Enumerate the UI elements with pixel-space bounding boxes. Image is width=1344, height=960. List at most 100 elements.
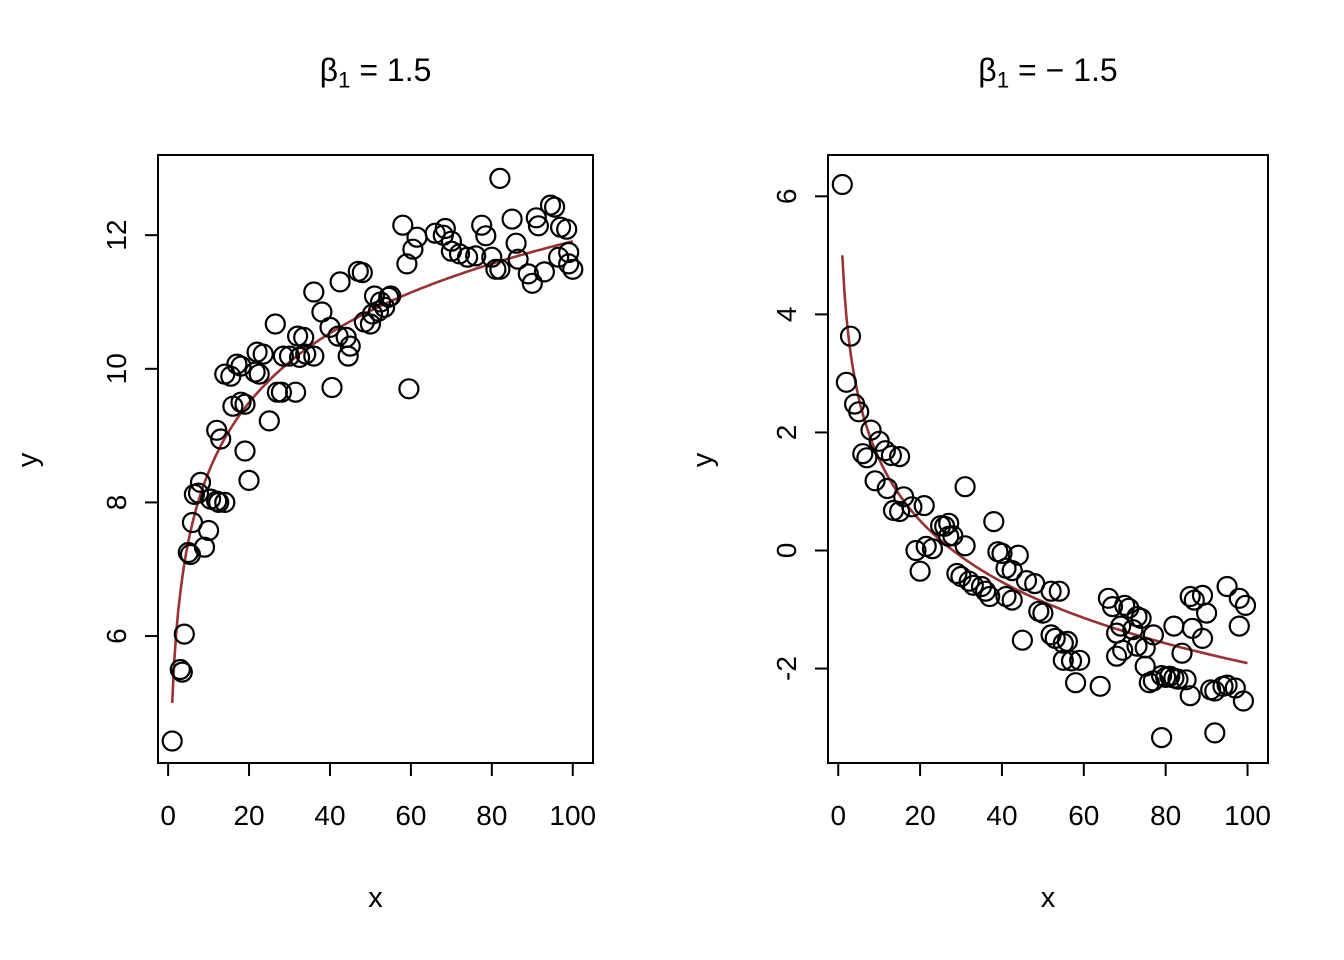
beta-symbol: β [319, 52, 338, 88]
data-point [329, 271, 351, 293]
data-point [921, 538, 944, 560]
x-tick-label: 40 [986, 800, 1017, 831]
data-point [1191, 627, 1214, 650]
data-point [517, 263, 539, 285]
x-tick-label: 80 [1150, 800, 1181, 831]
data-point [266, 381, 288, 403]
data-point [954, 535, 976, 557]
x-axis-label-left: x [368, 882, 383, 914]
data-point [396, 253, 418, 275]
y-tick-label: -2 [771, 656, 802, 681]
data-point [198, 519, 220, 542]
y-tick-label: 0 [771, 543, 802, 559]
data-point [507, 248, 529, 270]
data-point [533, 261, 556, 283]
data-point [248, 363, 270, 385]
data-point [1195, 602, 1218, 624]
data-point [1112, 639, 1134, 661]
panel-right: 0 20 40 60 80 100 -2 0 2 4 6 [771, 154, 1271, 831]
x-tick-label: 0 [160, 800, 176, 831]
data-point [1163, 615, 1185, 637]
x-tick-label: 100 [549, 800, 596, 831]
plot-title-left: β1 = 1.5 [158, 44, 593, 96]
beta-symbol: β [978, 52, 997, 88]
data-point [189, 471, 212, 493]
data-point [909, 560, 931, 582]
data-point [1179, 685, 1201, 707]
data-point [864, 470, 886, 492]
data-point [1228, 587, 1250, 609]
data-point [1114, 594, 1136, 617]
data-point [848, 401, 870, 423]
data-point [252, 343, 274, 365]
data-point [278, 345, 301, 367]
beta-subscript: 1 [338, 67, 351, 93]
data-point [380, 285, 402, 307]
data-point [374, 296, 396, 318]
data-point [1142, 624, 1165, 646]
data-point [398, 378, 420, 400]
data-point [1089, 675, 1111, 697]
data-point [954, 476, 976, 498]
data-point [1011, 629, 1034, 651]
data-point [173, 623, 195, 645]
data-point [339, 335, 361, 357]
data-point [1048, 580, 1070, 602]
data-point [880, 444, 903, 467]
data-point [1032, 602, 1054, 624]
data-point [1126, 635, 1148, 657]
data-point [1234, 594, 1257, 617]
data-point [1105, 645, 1128, 667]
plot-title-right: β1 = − 1.5 [828, 44, 1268, 96]
data-point [1216, 575, 1238, 598]
data-point [1060, 650, 1083, 672]
data-point [1056, 630, 1079, 653]
title-equation: = − 1.5 [1009, 52, 1118, 88]
data-point [556, 218, 578, 240]
data-point [295, 343, 317, 365]
y-tick-label: 6 [771, 189, 802, 205]
data-point [392, 214, 414, 236]
data-point [220, 365, 242, 387]
data-point [161, 730, 183, 752]
x-tick-label: 40 [314, 800, 345, 831]
data-point [527, 215, 550, 237]
beta-subscript: 1 [996, 67, 1010, 93]
data-point [1122, 618, 1144, 641]
data-point [1001, 589, 1023, 611]
data-point [402, 238, 424, 260]
data-point [905, 539, 927, 562]
data-point [285, 381, 307, 403]
data-point [938, 512, 960, 534]
data-point [303, 281, 325, 303]
data-point [169, 658, 191, 681]
data-point [1007, 544, 1029, 566]
data-point [270, 381, 292, 403]
x-tick-label: 20 [905, 800, 936, 831]
plot-box [827, 154, 1269, 764]
data-point [946, 562, 968, 585]
data-point [839, 325, 862, 347]
data-point [852, 443, 874, 465]
x-tick-label: 20 [233, 800, 264, 831]
panel-left: 0 20 40 60 80 100 6 8 10 12 [101, 154, 596, 831]
data-point [171, 661, 193, 683]
data-point [321, 376, 343, 399]
data-point [187, 482, 210, 504]
fit-curve [170, 240, 574, 703]
data-point [1171, 642, 1193, 664]
data-point [835, 371, 858, 393]
data-point [351, 262, 373, 284]
data-point [489, 258, 511, 280]
data-point [303, 345, 325, 367]
data-point [1150, 726, 1173, 749]
data-point [521, 272, 543, 294]
data-point [525, 207, 547, 229]
data-point [434, 217, 456, 240]
data-point [901, 496, 923, 518]
data-point [1167, 668, 1189, 690]
data-point [214, 491, 236, 513]
data-point [475, 225, 497, 247]
